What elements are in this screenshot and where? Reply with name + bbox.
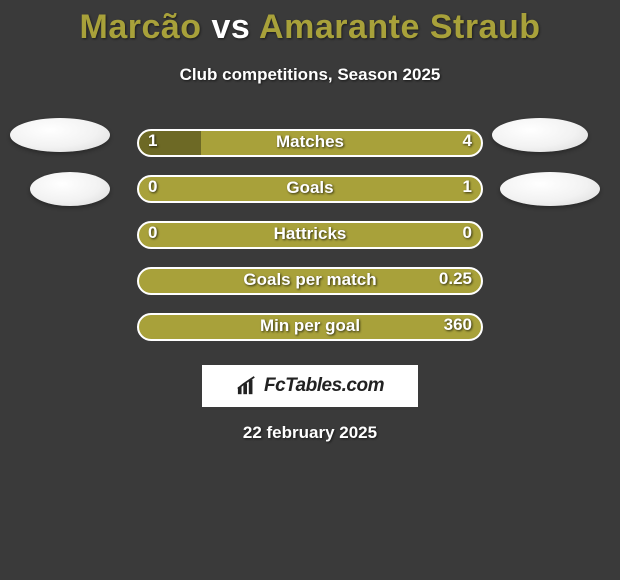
stat-value-left: 1: [148, 131, 198, 151]
stat-value-right: 4: [422, 131, 472, 151]
stat-value-right: 0: [422, 223, 472, 243]
subtitle: Club competitions, Season 2025: [0, 65, 620, 85]
stat-value-left: 0: [148, 223, 198, 243]
stat-row: 14Matches: [0, 121, 620, 167]
brand-box: FcTables.com: [202, 365, 418, 407]
stat-rows: 14Matches01Goals00Hattricks0.25Goals per…: [0, 121, 620, 351]
vs-text: vs: [212, 8, 251, 46]
brand-text: FcTables.com: [264, 375, 384, 397]
stat-value-left: 0: [148, 177, 198, 197]
stat-row: 360Min per goal: [0, 305, 620, 351]
player2-name: Amarante Straub: [259, 8, 540, 46]
stat-value-right: 0.25: [422, 269, 472, 289]
stat-row: 00Hattricks: [0, 213, 620, 259]
stat-row: 01Goals: [0, 167, 620, 213]
bar-chart-icon: [236, 376, 258, 396]
stat-row: 0.25Goals per match: [0, 259, 620, 305]
player1-name: Marcão: [80, 8, 202, 46]
date: 22 february 2025: [0, 423, 620, 443]
stat-value-right: 360: [422, 315, 472, 335]
stat-value-right: 1: [422, 177, 472, 197]
comparison-title: Marcão vs Amarante Straub: [0, 0, 620, 47]
